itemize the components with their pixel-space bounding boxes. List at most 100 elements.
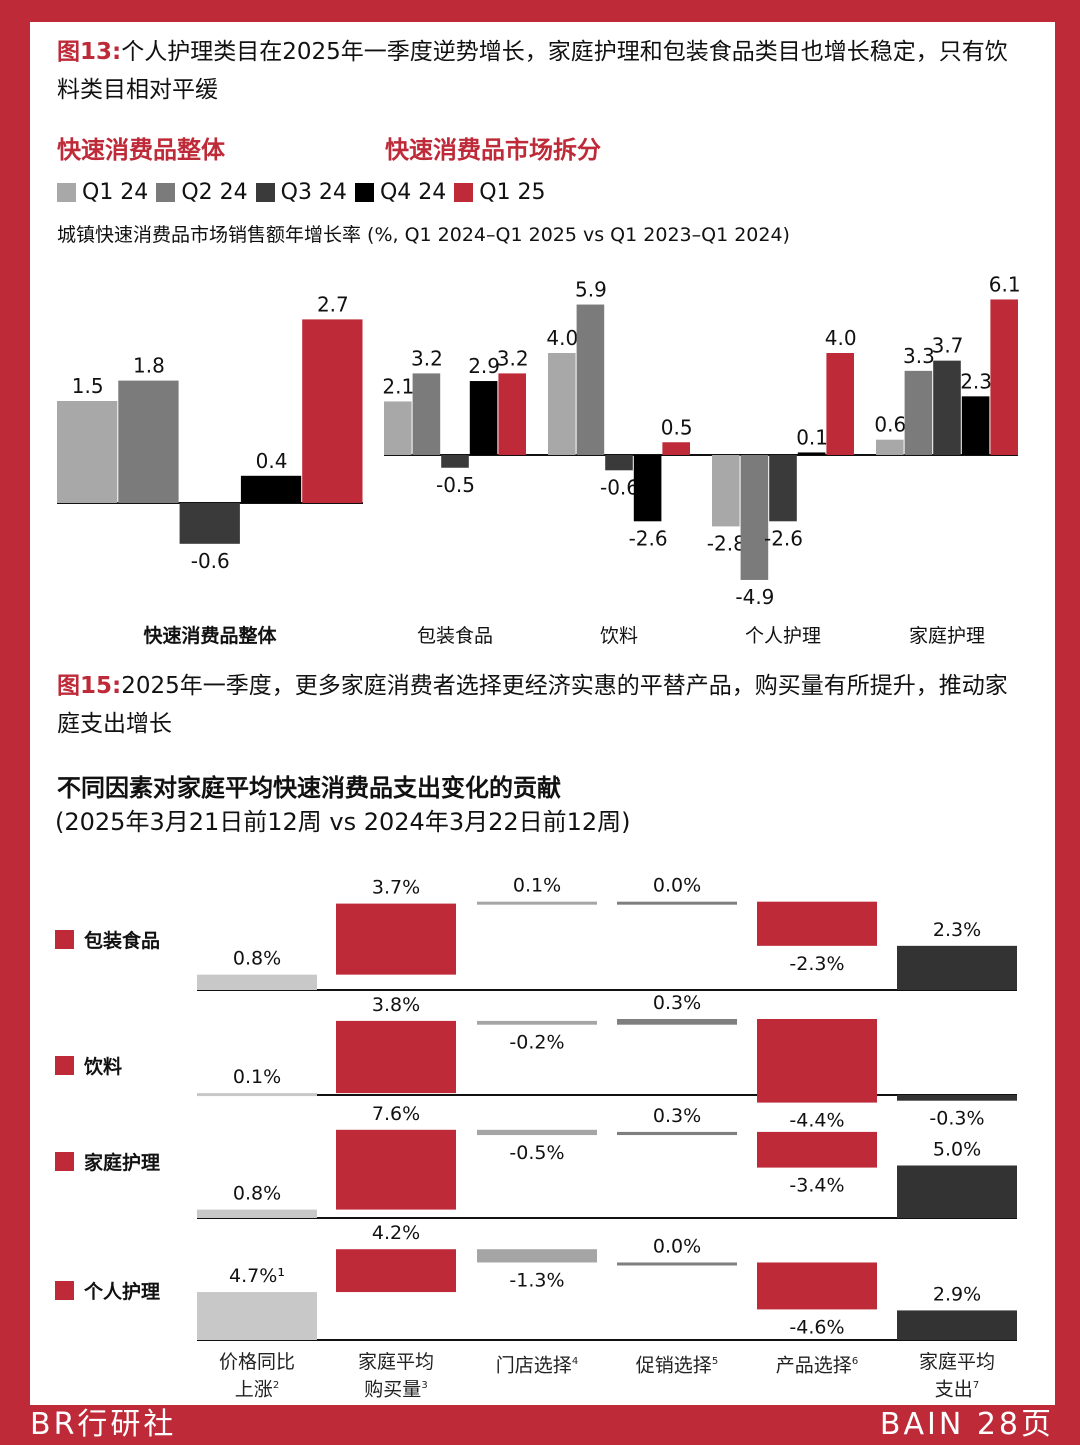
waterfall-label: -1.3% [509, 1269, 564, 1291]
step-label-line: 家庭平均 [357, 1351, 434, 1373]
waterfall-label: 4.7%¹ [229, 1265, 285, 1287]
section-title-overall: 快速消费品整体 [57, 136, 225, 164]
row-marker [55, 1056, 74, 1075]
bar-q1-25 [990, 299, 1018, 455]
bar-q3-24 [769, 455, 797, 522]
waterfall-label: -0.5% [509, 1142, 564, 1164]
data-label: -4.9 [735, 585, 774, 609]
waterfall-label: -3.4% [789, 1175, 844, 1197]
bar-q4-24 [797, 452, 826, 455]
row-marker [55, 930, 74, 949]
footnote-marker: 2 [272, 1380, 280, 1391]
bar-q1-24 [712, 455, 740, 527]
section-title-breakdown: 快速消费品市场拆分 [385, 136, 601, 164]
data-label: -2.8 [707, 531, 746, 555]
data-label: 0.6 [874, 413, 906, 437]
data-label: 4.0 [546, 326, 578, 350]
waterfall-bar [617, 1262, 737, 1266]
row-label-2: 家庭护理 [55, 1148, 160, 1175]
waterfall-label: 0.1% [513, 875, 561, 897]
row-marker [55, 1152, 74, 1171]
waterfall-bar [617, 901, 737, 905]
legend-item: Q4 24 [354, 180, 447, 205]
figure15-label: 图15: [57, 673, 122, 699]
waterfall-bar [897, 1310, 1017, 1340]
waterfall-bar [897, 1095, 1017, 1101]
waterfall-label: 3.8% [372, 994, 420, 1016]
step-label: 促销选择5 [612, 1350, 742, 1377]
row-name: 包装食品 [84, 930, 161, 952]
bar-q1-25 [302, 319, 363, 503]
bar-q1-24 [384, 401, 412, 455]
legend-swatch [156, 183, 176, 202]
waterfall-label: 0.8% [233, 948, 281, 970]
legend-swatch [57, 183, 76, 202]
legend-label: Q4 24 [379, 180, 447, 205]
waterfall-bar [336, 903, 456, 975]
category-label: 包装食品 [417, 625, 493, 647]
chart-subtitle: 城镇快速消费品市场销售额年增长率 (%, Q1 2024–Q1 2025 vs … [57, 224, 790, 246]
legend-label: Q2 24 [181, 180, 248, 205]
waterfall-bar [617, 1131, 737, 1136]
category-label: 个人护理 [745, 625, 821, 647]
waterfall-label: 0.1% [233, 1066, 281, 1088]
row-label-1: 饮料 [55, 1052, 122, 1079]
waterfall-label: 2.9% [933, 1283, 981, 1305]
waterfall-label: 5.0% [933, 1139, 981, 1161]
legend-label: Q3 24 [280, 180, 347, 205]
waterfall-label: 3.7% [372, 877, 420, 899]
footnote-marker: 4 [571, 1356, 579, 1367]
chart2-title: 不同因素对家庭平均快速消费品支出变化的贡献 [57, 774, 561, 802]
legend-swatch [454, 183, 474, 202]
data-label: 3.3 [903, 344, 935, 368]
bar-q2-24 [412, 373, 441, 455]
data-label: 2.1 [382, 374, 414, 398]
bar-q1-24 [57, 401, 118, 503]
waterfall-bar [197, 974, 317, 990]
bar-q4-24 [633, 455, 662, 522]
data-label: -0.6 [600, 475, 639, 499]
step-label: 产品选择6 [752, 1350, 882, 1377]
data-label: 5.9 [575, 278, 607, 302]
waterfall-bar [197, 1093, 317, 1097]
bar-q1-25 [662, 442, 690, 455]
footer-page: BAIN 28页 [879, 1407, 1054, 1442]
footnote-marker: 6 [851, 1356, 859, 1367]
data-label: 4.0 [825, 326, 857, 350]
legend-swatch [354, 183, 374, 202]
bar-q4-24 [961, 396, 990, 455]
footnote-marker: 7 [972, 1380, 980, 1391]
data-label: 3.2 [497, 346, 529, 370]
waterfall-bar [477, 1249, 597, 1263]
waterfall-bar [757, 1019, 877, 1103]
row-name: 个人护理 [84, 1281, 161, 1303]
step-label: 价格同比 上涨2 [192, 1350, 322, 1401]
bar-q3-24 [179, 503, 240, 544]
figure15-caption: 图15:2025年一季度，更多家庭消费者选择更经济实惠的平替产品，购买量有所提升… [57, 667, 1017, 743]
row-name: 饮料 [84, 1056, 123, 1078]
step-label-line: 支出7 [934, 1378, 980, 1401]
data-label: 3.2 [411, 346, 443, 370]
bar-q1-24 [876, 439, 904, 455]
step-label-line: 价格同比 [218, 1351, 295, 1373]
legend-item: Q1 25 [454, 180, 546, 205]
figure13-text: 个人护理类目在2025年一季度逆势增长，家庭护理和包装食品类目也增长稳定，只有饮… [57, 39, 1008, 103]
bar-q2-24 [740, 455, 769, 580]
waterfall-bar [477, 1020, 597, 1025]
legend-item: Q3 24 [255, 180, 347, 205]
data-label: -2.6 [764, 526, 803, 550]
legend-item: Q2 24 [156, 180, 248, 205]
data-label: 0.1 [796, 425, 828, 449]
data-label: 2.3 [960, 369, 992, 393]
waterfall-label: 4.2% [372, 1222, 420, 1244]
figure15-text: 2025年一季度，更多家庭消费者选择更经济实惠的平替产品，购买量有所提升，推动家… [57, 673, 1008, 737]
waterfall-bar [757, 901, 877, 946]
waterfall-label: -2.3% [789, 953, 844, 975]
bar-q2-24 [118, 380, 179, 503]
waterfall-label: 0.8% [233, 1183, 281, 1205]
waterfall-label: 0.0% [653, 1235, 701, 1257]
row-label-0: 包装食品 [55, 926, 160, 953]
category-label: 饮料 [600, 625, 638, 647]
waterfall-bar [757, 1131, 877, 1168]
waterfall-bar [477, 1129, 597, 1136]
